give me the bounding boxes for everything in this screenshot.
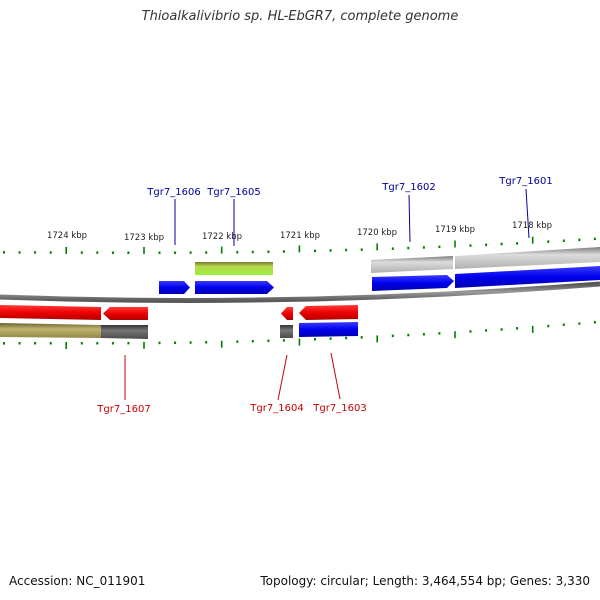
scale-labels: 1724 kbp 1723 kbp 1722 kbp 1721 kbp 1720… <box>47 221 552 243</box>
feature-tgr7-1607-gray-bar[interactable] <box>101 325 148 339</box>
leader-line-tgr7-1601 <box>525 188 530 239</box>
leader-line-tgr7-1603 <box>330 352 341 400</box>
upper-scale-ticks <box>3 236 596 254</box>
gene-label-tgr7-1604[interactable]: Tgr7_1604 <box>249 403 303 414</box>
gene-leader-lines <box>124 188 530 401</box>
scale-label: 1720 kbp <box>357 228 397 238</box>
scale-label: 1724 kbp <box>47 231 87 241</box>
scale-label: 1718 kbp <box>512 221 552 231</box>
cds-tgr7-1601[interactable] <box>455 266 600 288</box>
leader-line-tgr7-1602 <box>408 194 411 243</box>
genome-backbone <box>0 281 600 303</box>
feature-tgr7-1604-gray-bar[interactable] <box>280 325 293 338</box>
cds-tgr7-1607-left[interactable] <box>0 305 101 320</box>
gene-label-tgr7-1601[interactable]: Tgr7_1601 <box>498 176 552 187</box>
leader-line-tgr7-1604 <box>277 354 288 401</box>
cds-tgr7-1607[interactable] <box>103 307 148 320</box>
feature-tgr7-1602-gray-bar[interactable] <box>371 256 453 273</box>
scale-label: 1723 kbp <box>124 233 164 243</box>
scale-label: 1722 kbp <box>202 232 242 242</box>
cds-tgr7-1603[interactable] <box>299 305 358 320</box>
feature-tgr7-1607-olive-bar[interactable] <box>0 323 101 338</box>
cds-tgr7-1603-blue-bar[interactable] <box>299 322 358 337</box>
gene-label-tgr7-1606[interactable]: Tgr7_1606 <box>146 187 200 198</box>
cds-tgr7-1605[interactable] <box>195 281 274 294</box>
scale-label: 1721 kbp <box>280 231 320 241</box>
cds-tgr7-1606[interactable] <box>159 281 190 294</box>
gene-label-tgr7-1605[interactable]: Tgr7_1605 <box>206 187 260 198</box>
feature-tgr7-1601-gray-bar[interactable] <box>455 247 600 269</box>
gene-labels: Tgr7_1606 Tgr7_1605 Tgr7_1602 Tgr7_1601 … <box>96 176 552 415</box>
page-title: Thioalkalivibrio sp. HL-EbGR7, complete … <box>141 9 459 24</box>
scale-label: 1719 kbp <box>435 225 475 235</box>
accession-text: Accession: NC_011901 <box>9 574 146 588</box>
cds-tgr7-1602[interactable] <box>372 275 454 291</box>
gene-label-tgr7-1603[interactable]: Tgr7_1603 <box>312 403 366 414</box>
forward-strand-features <box>159 247 600 294</box>
feature-tgr7-1605-green-bar[interactable] <box>195 262 273 275</box>
gene-label-tgr7-1607[interactable]: Tgr7_1607 <box>96 404 150 415</box>
reverse-strand-features <box>0 305 358 339</box>
gene-label-tgr7-1602[interactable]: Tgr7_1602 <box>381 182 435 193</box>
topology-summary-text: Topology: circular; Length: 3,464,554 bp… <box>260 574 590 588</box>
cds-tgr7-1604[interactable] <box>281 307 293 320</box>
lower-scale-ticks <box>3 321 596 349</box>
